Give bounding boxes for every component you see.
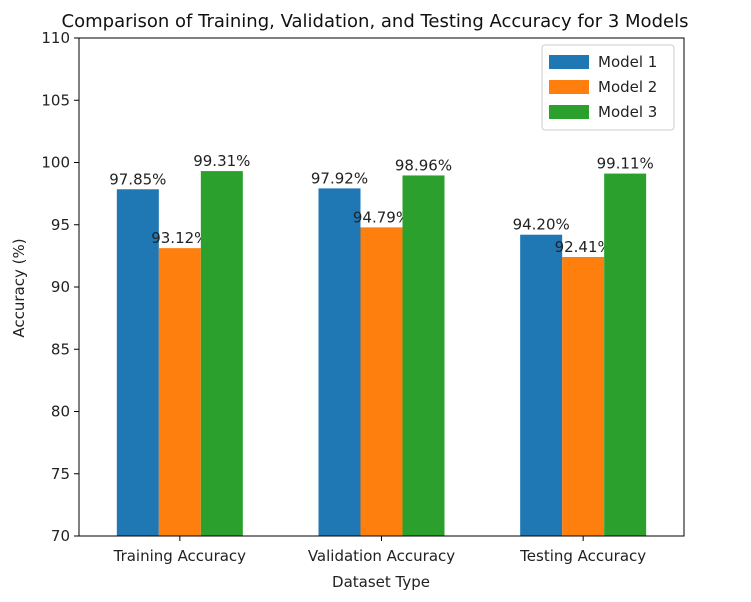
x-axis-label: Dataset Type <box>332 573 430 591</box>
data-label-1-3: 94.20% <box>513 216 570 234</box>
y-axis-label: Accuracy (%) <box>10 238 28 337</box>
legend-label-1: Model 1 <box>598 53 657 71</box>
data-label-1-2: 97.92% <box>311 169 368 187</box>
bar-1-1 <box>116 189 159 536</box>
data-label-2-1: 93.12% <box>151 229 208 247</box>
legend-swatch-1 <box>549 55 589 69</box>
data-label-3-2: 98.96% <box>395 156 452 174</box>
y-tick-label-6: 100 <box>41 154 70 172</box>
legend-swatch-2 <box>549 80 589 94</box>
bar-3-3 <box>604 173 647 536</box>
x-tick-label-1: Validation Accuracy <box>308 547 455 565</box>
y-tick-label-1: 75 <box>51 465 70 483</box>
legend-label-3: Model 3 <box>598 103 657 121</box>
bar-1-3 <box>520 234 563 536</box>
bar-2-1 <box>158 248 201 536</box>
bar-3-2 <box>402 175 445 536</box>
data-label-1-1: 97.85% <box>109 170 166 188</box>
bar-3-1 <box>200 171 243 536</box>
y-tick-label-8: 110 <box>41 29 70 47</box>
data-label-2-2: 94.79% <box>353 208 410 226</box>
bar-2-2 <box>360 227 403 536</box>
plot-area: 97.85% 97.92% 94.20% 93.12% 94.79% 92.41% 99.3… <box>41 29 685 565</box>
y-tick-label-3: 85 <box>51 340 70 358</box>
chart-title: Comparison of Training, Validation, and … <box>62 11 689 32</box>
bar-1-2 <box>318 188 361 536</box>
x-tick-label-0: Training Accuracy <box>113 547 247 565</box>
y-tick-label-7: 105 <box>41 91 70 109</box>
data-label-3-1: 99.31% <box>193 152 250 170</box>
legend-swatch-3 <box>549 105 589 119</box>
y-tick-label-2: 80 <box>51 403 70 421</box>
y-tick-label-5: 95 <box>51 216 70 234</box>
legend: Model 1 Model 2 Model 3 <box>541 44 675 131</box>
legend-label-2: Model 2 <box>598 78 657 96</box>
y-tick-label-0: 70 <box>51 527 70 545</box>
y-tick-label-4: 90 <box>51 278 70 296</box>
bar-2-3 <box>562 256 605 536</box>
data-label-2-3: 92.41% <box>555 238 612 256</box>
data-label-3-3: 99.11% <box>597 155 654 173</box>
x-tick-label-2: Testing Accuracy <box>519 547 646 565</box>
